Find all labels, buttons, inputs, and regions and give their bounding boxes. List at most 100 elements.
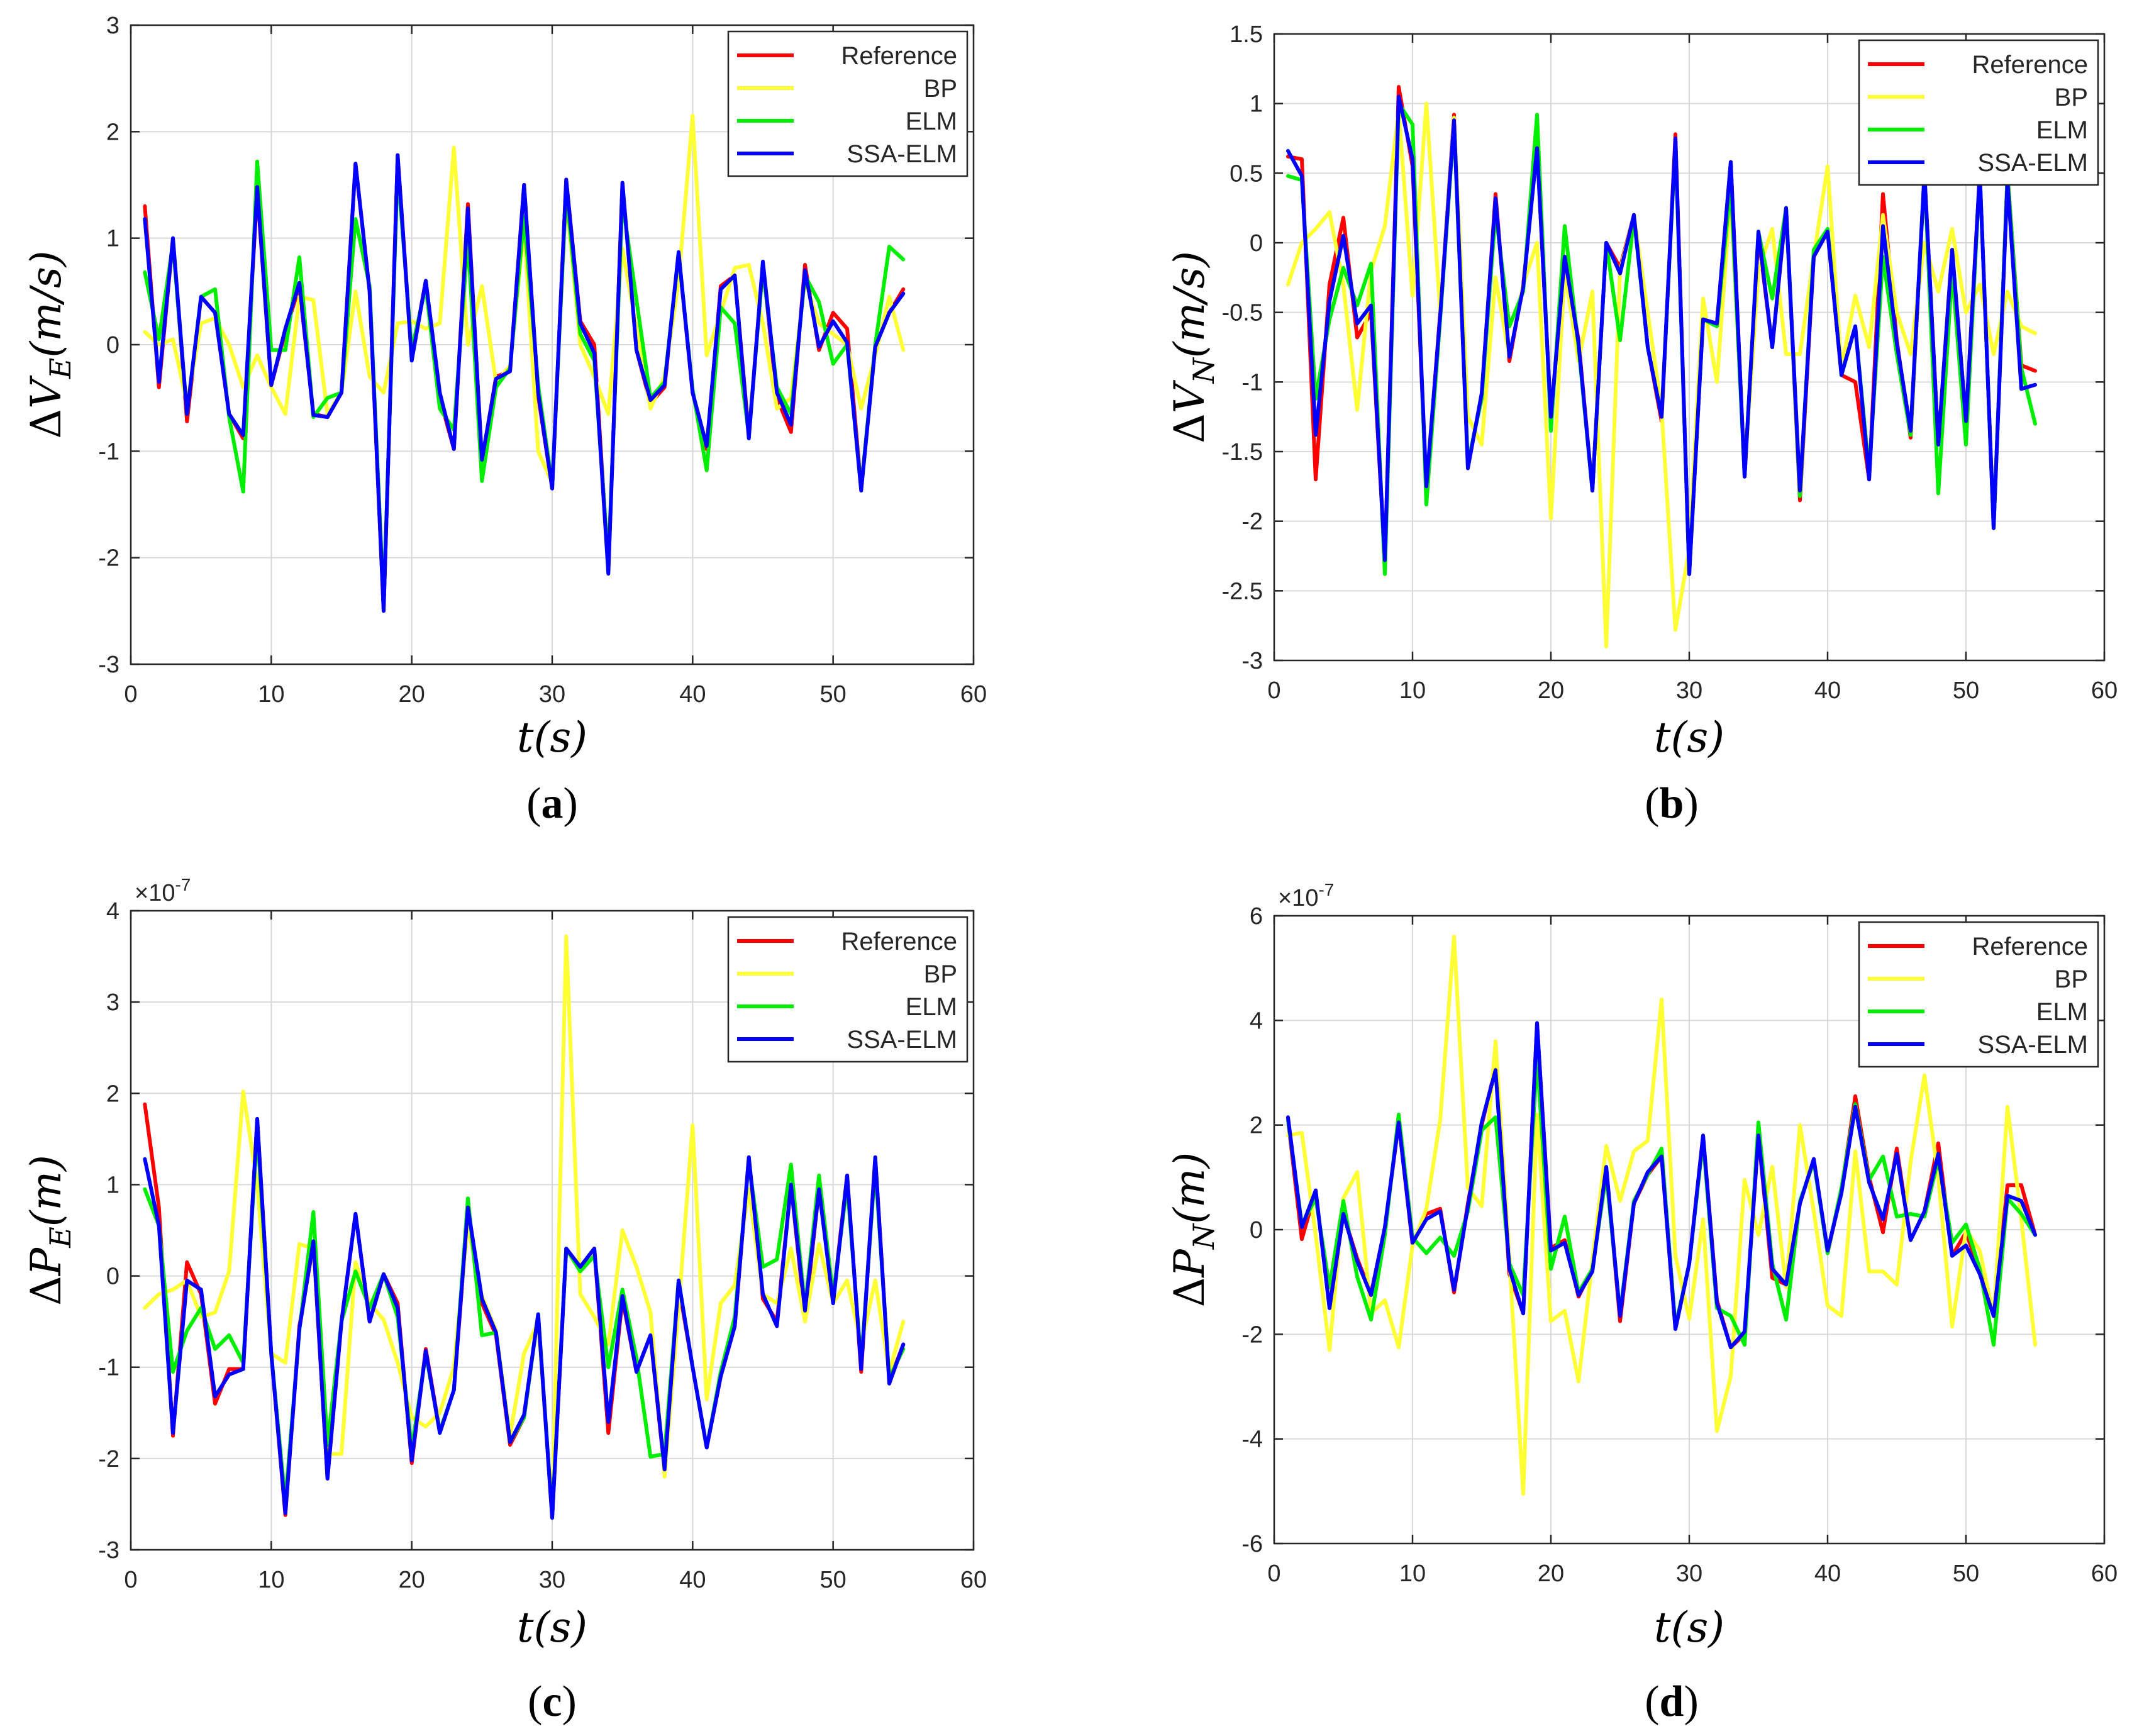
legend-label: Reference — [1972, 51, 2088, 79]
x-tick-label: 20 — [399, 1567, 425, 1593]
x-tick-label: 0 — [124, 1567, 137, 1593]
series-line-ssa-elm — [1286, 94, 2037, 576]
x-tick-label: 10 — [1399, 677, 1426, 704]
x-tick-label: 60 — [2091, 677, 2118, 704]
y-tick-label: 1 — [1250, 91, 1263, 118]
y-tick-label: 1.5 — [1230, 21, 1263, 48]
series-line-ssa-elm — [1286, 1021, 2037, 1350]
panel-label: (c) — [528, 1678, 577, 1726]
y-tick-label: -1 — [98, 1355, 119, 1381]
series-group — [1286, 85, 2037, 648]
y-axis-title: ΔPE(m) — [22, 1155, 77, 1306]
y-tick-label: -2 — [1241, 509, 1263, 535]
y-tick-label: -1 — [1241, 369, 1263, 396]
y-axis-title: ΔVE(m/s) — [22, 250, 77, 438]
y-tick-label: -3 — [98, 652, 119, 678]
panel-label: (d) — [1645, 1678, 1699, 1726]
panel-label: (b) — [1645, 779, 1699, 828]
x-tick-label: 30 — [539, 1567, 565, 1593]
x-tick-label: 40 — [1814, 677, 1841, 704]
x-tick-label: 0 — [124, 681, 137, 708]
legend-label: Reference — [1972, 933, 2088, 960]
x-tick-label: 40 — [679, 681, 706, 708]
x-axis-title: t(s) — [517, 713, 587, 762]
y-tick-label: -2 — [98, 545, 119, 572]
legend-label: BP — [2055, 84, 2088, 111]
y-exponent-label: ×10-7 — [1278, 880, 1334, 911]
x-tick-label: 20 — [399, 681, 425, 708]
x-tick-label: 20 — [1538, 1561, 1564, 1587]
y-tick-label: -3 — [1241, 648, 1263, 674]
y-tick-label: 0.5 — [1230, 160, 1263, 187]
chart-panel-b: 0 10 20 30 40 50 60 -3 -2.5 -2 -1.5 -1 -0.5 0 0.5 1 1.5 Δ… — [1165, 21, 2118, 828]
series-group — [143, 113, 906, 613]
x-tick-label: 60 — [960, 681, 987, 708]
y-tick-label: -1.5 — [1222, 439, 1263, 465]
legend: Reference BP ELM SSA-ELM — [1858, 921, 2099, 1068]
series-group — [143, 934, 906, 1520]
x-tick-label: 40 — [1814, 1561, 1841, 1587]
legend-label: BP — [2055, 965, 2088, 993]
x-tick-label: 10 — [258, 681, 284, 708]
x-axis-title: t(s) — [1654, 713, 1724, 762]
y-tick-label: 0 — [1250, 1217, 1263, 1244]
chart-panel-d: 0 10 20 30 40 50 60 -6 -4 -2 0 2 4 6 ×10-7 ΔPN(m) t(s) (d… — [1165, 880, 2118, 1726]
legend-label: SSA-ELM — [847, 1026, 957, 1054]
legend: Reference BP ELM SSA-ELM — [1858, 39, 2099, 186]
x-tick-label: 30 — [1676, 677, 1702, 704]
legend-label: SSA-ELM — [1977, 1031, 2088, 1059]
x-axis-title: t(s) — [1654, 1603, 1724, 1652]
x-tick-label: 50 — [820, 1567, 847, 1593]
y-tick-label: -0.5 — [1222, 300, 1263, 326]
y-tick-label: -2.5 — [1222, 578, 1263, 604]
legend-label: SSA-ELM — [847, 140, 957, 168]
x-tick-label: 30 — [1676, 1561, 1702, 1587]
panel-label: (a) — [526, 779, 578, 828]
x-tick-label: 0 — [1267, 1561, 1280, 1587]
series-line-ssa-elm — [143, 153, 906, 613]
chart-panel-a: 0 10 20 30 40 50 60 -3 -2 -1 0 1 2 3 ΔVE(m/s) t(s) (a) Re… — [22, 13, 987, 828]
x-tick-label: 30 — [539, 681, 565, 708]
legend: Reference BP ELM SSA-ELM — [727, 30, 969, 177]
y-tick-label: -2 — [98, 1446, 119, 1472]
y-tick-label: -3 — [98, 1537, 119, 1564]
legend-label: ELM — [906, 993, 957, 1021]
y-tick-label: 2 — [1250, 1113, 1263, 1139]
legend-label: SSA-ELM — [1977, 149, 2088, 177]
x-tick-label: 10 — [258, 1567, 284, 1593]
x-tick-label: 60 — [960, 1567, 987, 1593]
y-tick-label: 0 — [1250, 230, 1263, 257]
legend: Reference BP ELM SSA-ELM — [727, 916, 969, 1063]
series-group — [1286, 935, 2037, 1496]
chart-panel-c: 0 10 20 30 40 50 60 -3 -2 -1 0 1 2 3 4 ×10-7 ΔPE(m) t(s) (… — [22, 875, 987, 1726]
x-tick-label: 50 — [1953, 1561, 1979, 1587]
y-tick-label: 2 — [106, 119, 119, 145]
x-tick-label: 60 — [2091, 1561, 2118, 1587]
y-axis-title: ΔPN(m) — [1165, 1152, 1221, 1307]
y-tick-label: 4 — [106, 898, 119, 925]
x-tick-label: 10 — [1399, 1561, 1426, 1587]
y-exponent-label: ×10-7 — [135, 875, 191, 906]
x-tick-label: 0 — [1267, 677, 1280, 704]
x-tick-label: 40 — [679, 1567, 706, 1593]
x-tick-label: 20 — [1538, 677, 1564, 704]
y-tick-label: 2 — [106, 1081, 119, 1107]
x-tick-label: 50 — [820, 681, 847, 708]
legend-label: ELM — [2036, 116, 2088, 144]
legend-label: Reference — [841, 42, 957, 70]
y-tick-label: 1 — [106, 1172, 119, 1198]
series-line-ssa-elm — [143, 1116, 906, 1520]
legend-label: Reference — [841, 928, 957, 955]
y-tick-label: 1 — [106, 226, 119, 252]
y-tick-label: -1 — [98, 438, 119, 465]
y-tick-label: 3 — [106, 989, 119, 1016]
x-tick-label: 50 — [1953, 677, 1979, 704]
series-line-bp — [1286, 935, 2037, 1496]
y-axis-title: ΔVN(m/s) — [1165, 251, 1221, 443]
y-tick-label: 4 — [1250, 1008, 1263, 1034]
y-tick-label: -2 — [1241, 1321, 1263, 1348]
y-tick-label: -4 — [1241, 1427, 1263, 1453]
y-tick-label: 0 — [106, 1264, 119, 1290]
y-tick-label: 3 — [106, 13, 119, 39]
